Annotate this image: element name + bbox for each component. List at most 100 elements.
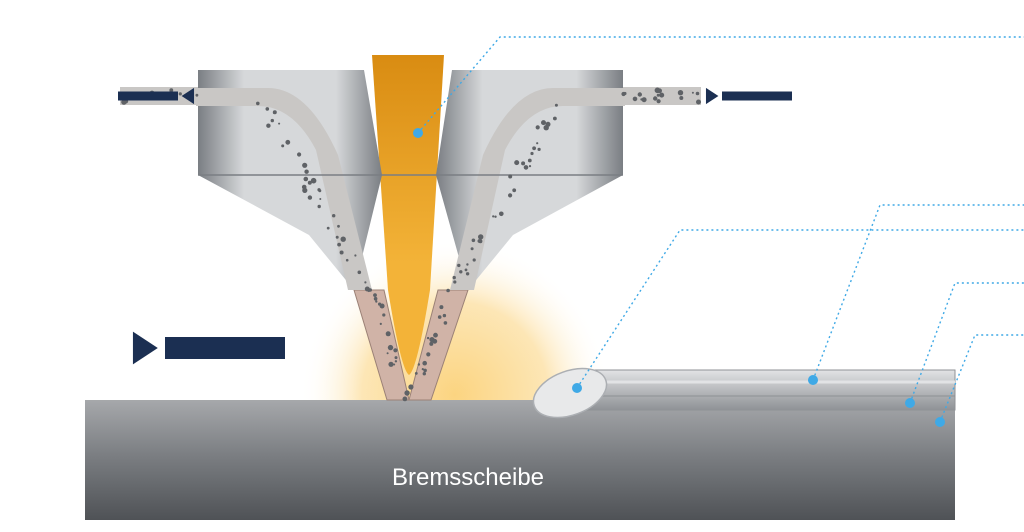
particle: [281, 144, 284, 147]
particle: [317, 188, 320, 191]
particle: [555, 104, 558, 107]
particle: [538, 148, 541, 151]
particle: [395, 356, 398, 359]
particle: [418, 363, 420, 365]
particle: [266, 124, 270, 128]
particle: [393, 348, 397, 352]
particle: [453, 280, 456, 283]
particle: [521, 161, 525, 165]
particle: [297, 152, 301, 156]
particle: [387, 352, 389, 354]
particle: [341, 237, 346, 242]
particle: [382, 313, 385, 316]
particle: [536, 125, 540, 129]
particle: [278, 123, 280, 125]
particle: [196, 94, 199, 97]
particle: [179, 92, 182, 95]
particle: [536, 142, 538, 144]
particle: [346, 259, 349, 262]
particle: [638, 92, 642, 96]
particle: [473, 258, 476, 261]
leader-dot: [935, 417, 945, 427]
particle: [508, 175, 512, 179]
particle: [380, 323, 382, 325]
particle: [388, 345, 393, 350]
particle: [653, 96, 657, 100]
particle: [530, 152, 533, 155]
particle: [471, 247, 474, 250]
particle: [375, 300, 377, 302]
particle: [318, 205, 321, 208]
leader-dot: [905, 398, 915, 408]
particle: [438, 315, 442, 319]
particle: [429, 342, 433, 346]
particle: [433, 333, 438, 338]
particle: [657, 88, 662, 93]
particle: [311, 178, 317, 184]
brake-disc: [85, 400, 955, 520]
particle: [327, 227, 330, 230]
particle: [659, 93, 664, 98]
particle: [541, 120, 546, 125]
particle: [478, 239, 482, 243]
particle: [432, 339, 437, 344]
particle: [459, 270, 462, 273]
particle: [492, 215, 494, 217]
particle: [642, 97, 647, 102]
particle: [358, 271, 362, 275]
particle: [319, 198, 321, 200]
particle: [499, 212, 504, 217]
particle: [337, 243, 341, 247]
particle: [422, 368, 424, 370]
particle: [633, 97, 638, 102]
particle: [444, 321, 448, 325]
arrow-powder-right: [706, 88, 792, 104]
particle: [386, 331, 391, 336]
particle: [621, 92, 625, 96]
particle: [308, 195, 312, 199]
particle: [443, 314, 446, 317]
particle: [512, 188, 516, 192]
particle: [692, 92, 694, 94]
particle: [395, 360, 397, 362]
disc-label: Bremsscheibe: [392, 464, 544, 491]
particle: [273, 111, 276, 114]
leader-track-upper: [808, 205, 1024, 385]
particle: [678, 90, 683, 95]
particle: [494, 216, 496, 218]
particle: [457, 264, 460, 267]
particle: [302, 163, 307, 168]
particle: [388, 362, 393, 367]
particle: [679, 96, 683, 100]
leader-line: [813, 205, 1024, 380]
particle: [529, 165, 531, 167]
particle: [408, 384, 413, 389]
particle: [427, 337, 429, 339]
particle: [472, 239, 476, 243]
particle: [508, 193, 512, 197]
leader-meltpool: [572, 230, 1024, 393]
particle: [340, 251, 344, 255]
particle: [446, 289, 450, 293]
particle: [354, 254, 356, 256]
particle: [302, 185, 307, 190]
particle: [657, 94, 660, 97]
particle: [514, 160, 519, 165]
particle: [657, 99, 661, 103]
particle: [553, 117, 555, 119]
particle: [125, 101, 128, 104]
particle: [439, 305, 443, 309]
particle: [337, 225, 340, 228]
particle: [544, 125, 549, 130]
particle: [304, 170, 308, 174]
particle: [696, 92, 700, 96]
particle: [528, 159, 532, 163]
arrow-feed-direction: [133, 332, 285, 365]
leader-line: [577, 230, 1024, 388]
particle: [696, 100, 701, 105]
particle: [524, 165, 529, 170]
particle: [373, 293, 377, 297]
particle: [336, 236, 339, 239]
particle: [304, 177, 309, 182]
particle: [271, 119, 274, 122]
